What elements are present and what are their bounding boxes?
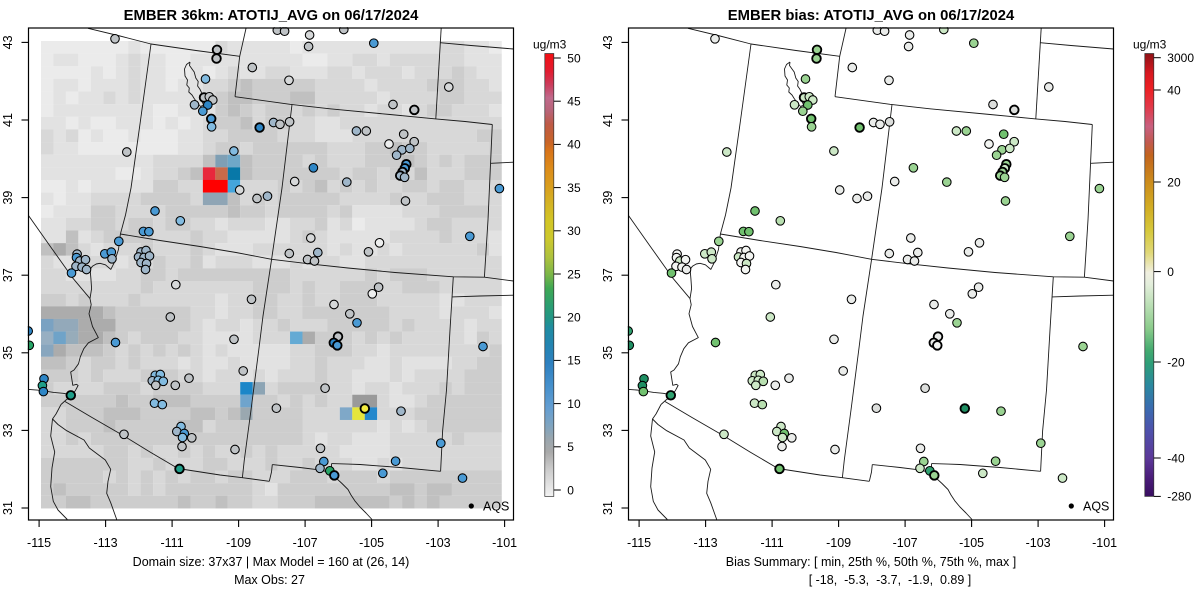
svg-text:50: 50	[567, 51, 581, 65]
svg-text:30: 30	[567, 224, 581, 238]
svg-text:41: 41	[601, 113, 615, 127]
svg-text:-103: -103	[426, 536, 451, 550]
svg-text:-107: -107	[293, 536, 318, 550]
svg-text:3000: 3000	[1167, 51, 1194, 65]
svg-text:25: 25	[567, 267, 581, 281]
svg-text:10: 10	[567, 397, 581, 411]
svg-text:-113: -113	[694, 536, 718, 550]
svg-text:-105: -105	[959, 536, 984, 550]
svg-text:[ -18, -5.3, -3.7, -1.9, 0: [ -18, -5.3, -3.7, -1.9, 0.89 ]	[809, 573, 972, 587]
svg-text:35: 35	[1, 346, 15, 360]
svg-text:0: 0	[567, 483, 574, 497]
svg-text:-111: -111	[161, 536, 184, 550]
svg-text:-111: -111	[761, 536, 784, 550]
svg-text:-115: -115	[627, 536, 651, 550]
svg-text:20: 20	[567, 311, 581, 325]
svg-text:-20: -20	[1167, 355, 1185, 369]
svg-text:33: 33	[601, 423, 615, 437]
svg-text:35: 35	[601, 346, 615, 360]
svg-text:39: 39	[1, 191, 15, 205]
svg-text:-280: -280	[1167, 490, 1191, 504]
svg-text:AQS: AQS	[1083, 500, 1109, 514]
svg-text:20: 20	[1167, 175, 1181, 189]
svg-text:40: 40	[567, 138, 581, 152]
svg-text:-103: -103	[1026, 536, 1051, 550]
svg-text:0: 0	[1167, 265, 1174, 279]
svg-text:37: 37	[601, 268, 615, 282]
svg-text:37: 37	[1, 268, 15, 282]
svg-text:43: 43	[1, 35, 15, 49]
svg-text:-113: -113	[94, 536, 118, 550]
svg-text:EMBER bias: ATOTIJ_AVG on 06/1: EMBER bias: ATOTIJ_AVG on 06/17/2024	[728, 8, 1015, 24]
svg-text:45: 45	[567, 95, 581, 109]
svg-text:5: 5	[567, 440, 574, 454]
svg-text:-109: -109	[826, 536, 851, 550]
svg-text:-101: -101	[492, 536, 517, 550]
svg-text:ug/m3: ug/m3	[1133, 38, 1167, 52]
svg-text:Max Obs: 27: Max Obs: 27	[234, 573, 305, 587]
svg-text:Bias Summary: [ min, 25th %, 5: Bias Summary: [ min, 25th %, 50th %, 75t…	[726, 555, 1016, 569]
svg-text:-101: -101	[1092, 536, 1117, 550]
svg-text:40: 40	[1167, 83, 1181, 97]
svg-text:-40: -40	[1167, 451, 1185, 465]
svg-text:Domain size: 37x37 | Max Model: Domain size: 37x37 | Max Model = 160 at …	[133, 555, 410, 569]
svg-text:AQS: AQS	[483, 500, 509, 514]
svg-text:EMBER 36km: ATOTIJ_AVG on 06/1: EMBER 36km: ATOTIJ_AVG on 06/17/2024	[124, 8, 419, 24]
svg-text:39: 39	[601, 191, 615, 205]
svg-text:-115: -115	[27, 536, 51, 550]
svg-text:ug/m3: ug/m3	[533, 38, 567, 52]
svg-text:35: 35	[567, 181, 581, 195]
svg-text:43: 43	[601, 35, 615, 49]
svg-text:15: 15	[567, 354, 581, 368]
svg-text:-105: -105	[359, 536, 384, 550]
svg-text:41: 41	[1, 113, 15, 127]
svg-text:-107: -107	[893, 536, 918, 550]
svg-text:33: 33	[1, 423, 15, 437]
svg-text:31: 31	[1, 501, 15, 515]
svg-text:-109: -109	[226, 536, 251, 550]
svg-text:31: 31	[601, 501, 615, 515]
